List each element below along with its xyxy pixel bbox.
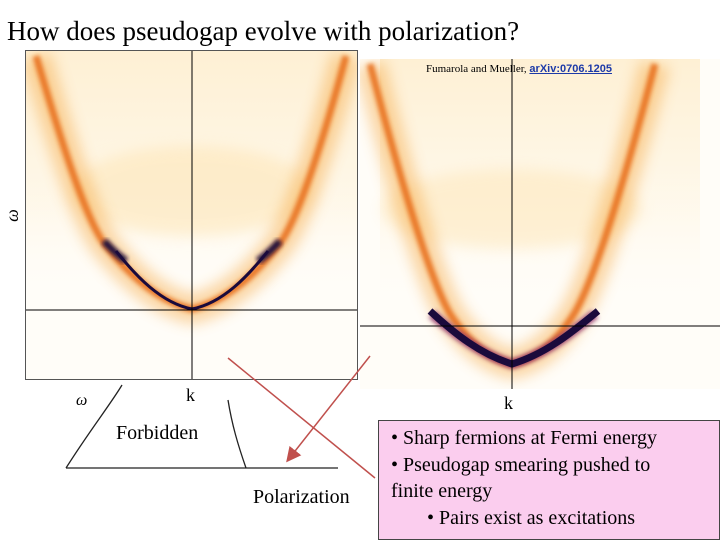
bullet-pseudogap-smearing: • Pseudogap smearing pushed to (391, 453, 651, 476)
citation-prefix: Fumarola and Mueller, (426, 63, 530, 75)
bullet-finite-energy: finite energy (391, 480, 493, 502)
arxiv-link[interactable]: arXiv:0706.1205 (529, 63, 612, 75)
bullet-box: • Sharp fermions at Fermi energy • Pseud… (378, 420, 720, 540)
left-plot-x-axis-label: k (186, 385, 195, 405)
phase-boundary-left (65, 384, 123, 469)
slide-title: How does pseudogap evolve with polarizat… (7, 16, 520, 46)
citation: Fumarola and Mueller, arXiv:0706.1205 (426, 63, 612, 75)
sketch-partial-axis-glyph: ω (76, 392, 88, 409)
forbidden-region-label: Forbidden (116, 422, 199, 444)
phase-boundary-right (227, 399, 247, 469)
left-spectral-plot (21, 50, 361, 380)
left-plot-y-axis-label: ω (1, 209, 22, 222)
right-plot-x-axis-label: k (504, 393, 513, 413)
bullet-pairs-excitations: • Pairs exist as excitations (427, 506, 636, 529)
bullet-sharp-fermions: • Sharp fermions at Fermi energy (391, 427, 658, 449)
polarization-axis-label: Polarization (253, 486, 350, 508)
right-spectral-plot (355, 59, 720, 389)
